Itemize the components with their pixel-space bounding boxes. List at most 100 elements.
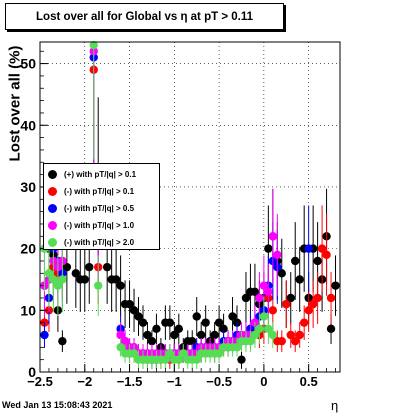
data-point [304, 244, 313, 253]
data-point [165, 318, 175, 327]
data-point [116, 343, 125, 352]
legend-item: (-) with pT/|q| > 2.0 [48, 234, 134, 250]
legend-label: (-) with pT/|q| > 0.1 [64, 186, 135, 196]
data-point [138, 318, 148, 327]
data-point [125, 299, 134, 309]
data-point [291, 256, 300, 266]
chart-title: Lost over all for Global vs η at pT > 0.… [5, 3, 284, 30]
data-point [116, 330, 125, 340]
data-point [264, 287, 273, 297]
data-point [152, 324, 161, 334]
data-point [246, 336, 255, 346]
data-point [210, 330, 219, 340]
legend-item: (-) with pT/|q| > 0.1 [48, 183, 134, 199]
data-point [304, 306, 313, 315]
x-tick-label: 0.5 [300, 374, 318, 389]
data-point [259, 281, 269, 290]
data-point [58, 275, 67, 284]
data-point [165, 349, 175, 358]
data-series [40, 40, 340, 369]
data-point [174, 324, 184, 334]
data-point [264, 324, 273, 334]
data-point [259, 312, 269, 321]
data-point [317, 244, 327, 253]
legend-label: (-) with pT/|q| > 2.0 [64, 237, 135, 247]
data-point [237, 355, 246, 364]
legend-label: (-) with pT/|q| > 0.5 [64, 203, 135, 213]
data-point [282, 299, 291, 309]
x-tick-label: −0.5 [206, 374, 232, 389]
data-point [273, 250, 282, 260]
data-point [62, 262, 72, 272]
data-point [94, 281, 103, 290]
data-point [129, 306, 139, 315]
data-point [120, 336, 130, 346]
data-point [241, 293, 251, 303]
x-tick-label: −2 [77, 374, 92, 389]
series-group [40, 40, 278, 369]
data-point [196, 330, 206, 340]
axes: −2.5 −2 −1.5 −1 −0.5 0 0.5 0 10 20 30 40 50 [20, 50, 336, 389]
data-point [295, 275, 304, 284]
data-point [71, 269, 81, 278]
legend-marker [48, 203, 57, 213]
data-point [326, 293, 336, 303]
data-point [170, 330, 179, 340]
data-point [80, 275, 89, 284]
data-point [40, 330, 49, 340]
data-point [313, 256, 322, 266]
data-point [268, 232, 278, 241]
data-point [102, 262, 112, 272]
data-point [264, 244, 273, 253]
data-point [255, 293, 264, 303]
data-point [291, 336, 300, 346]
y-tick-label: 30 [20, 179, 36, 195]
data-point [53, 281, 63, 290]
data-point [313, 293, 322, 303]
plot-frame [39, 41, 341, 373]
data-point [326, 324, 336, 334]
data-point [308, 299, 318, 309]
legend-marker [48, 169, 57, 179]
x-tick-label: −1 [167, 374, 182, 389]
y-tick-label: 10 [20, 302, 36, 318]
legend: (+) with pT/|q| > 0.1 (-) with pT/|q| > … [43, 163, 160, 250]
data-point [161, 355, 170, 364]
data-point [268, 306, 278, 315]
data-point [85, 262, 94, 272]
data-point [331, 281, 340, 290]
legend-item: (+) with pT/|q| > 0.1 [48, 166, 136, 182]
x-tick-label: −2.5 [27, 374, 53, 389]
data-point [188, 336, 197, 346]
legend-item: (-) with pT/|q| > 0.5 [48, 200, 134, 216]
data-point [44, 269, 54, 278]
data-point [214, 318, 224, 327]
legend-marker [48, 220, 57, 230]
data-point [147, 336, 157, 346]
data-point [232, 343, 242, 352]
y-tick-label: 0 [28, 364, 36, 380]
x-tick-label: −1.5 [117, 374, 143, 389]
data-point [295, 330, 304, 340]
data-point [134, 312, 143, 321]
data-point [143, 330, 152, 340]
data-point [268, 330, 278, 340]
data-point [299, 318, 309, 327]
data-point [201, 318, 210, 327]
y-tick-label: 40 [20, 117, 36, 133]
data-point [179, 349, 188, 358]
data-point [277, 269, 286, 278]
data-point [322, 250, 331, 260]
x-tick-label: 0 [260, 374, 267, 389]
data-point [286, 293, 295, 303]
data-point [192, 355, 201, 364]
data-point [49, 275, 58, 284]
data-point [250, 287, 260, 297]
data-point [129, 349, 139, 358]
data-point [228, 312, 237, 321]
data-point [111, 275, 121, 284]
y-axis-label: Lost over all (%) [6, 45, 24, 162]
timestamp: Wed Jan 13 15:08:43 2021 [2, 400, 113, 410]
legend-label: (-) with pT/|q| > 1.0 [64, 220, 135, 230]
